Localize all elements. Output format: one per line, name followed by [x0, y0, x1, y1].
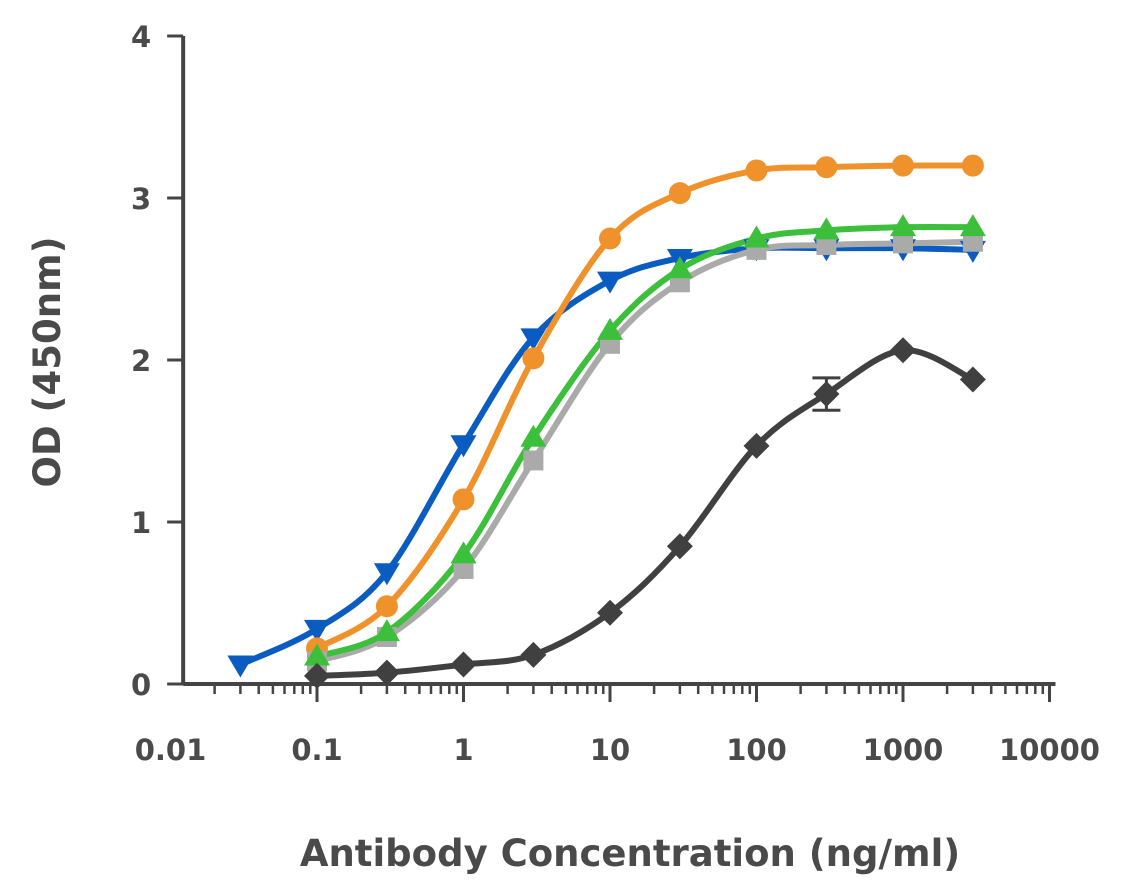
markers	[227, 154, 986, 689]
x-tick-label: 100	[726, 733, 787, 767]
x-tick-label: 1	[453, 733, 473, 767]
x-axis-label: Antibody Concentration (ng/ml)	[300, 832, 960, 875]
data-point-triangle-down	[597, 271, 623, 294]
data-point-triangle-up	[450, 541, 477, 564]
series-3-curve	[314, 223, 976, 660]
data-point-triangle-down	[520, 328, 547, 351]
x-tick-label: 10	[590, 733, 630, 767]
data-point-circle	[599, 227, 621, 250]
data-point-triangle-up	[743, 225, 770, 248]
y-tick-label: 2	[131, 344, 151, 378]
series-2-curve	[314, 238, 976, 665]
data-point-circle	[892, 154, 914, 177]
data-point-diamond	[743, 432, 770, 459]
data-point-diamond	[890, 337, 916, 364]
data-point-triangle-up	[959, 214, 986, 237]
series-1-markers	[306, 154, 984, 660]
data-point-diamond	[450, 651, 477, 678]
axes	[167, 34, 1056, 702]
series-3-markers	[304, 214, 986, 666]
data-point-diamond	[666, 533, 693, 560]
data-point-triangle-up	[304, 643, 330, 666]
data-point-circle	[961, 154, 984, 177]
data-point-triangle-up	[666, 256, 693, 279]
data-point-circle	[668, 182, 691, 205]
series-4-markers	[304, 337, 986, 689]
x-tick-label: 1000	[863, 733, 944, 767]
data-point-diamond	[959, 366, 986, 393]
series-4-curve	[314, 347, 976, 679]
data-point-circle	[375, 595, 398, 618]
data-point-circle	[522, 347, 545, 370]
data-point-diamond	[520, 641, 547, 668]
data-point-triangle-up	[597, 317, 623, 340]
data-point-diamond	[597, 599, 623, 626]
data-point-square	[453, 558, 474, 579]
data-point-triangle-up	[373, 619, 400, 642]
data-point-square	[523, 450, 544, 471]
tick-labels: 0.01 0.1 1 10 100 1000 10000 0 1 2 3 4	[131, 20, 1100, 767]
y-axis-label: OD (450nm)	[26, 237, 69, 488]
x-tick-label: 10000	[999, 733, 1100, 767]
y-tick-label: 1	[131, 506, 151, 540]
data-point-diamond	[304, 662, 330, 689]
data-point-square	[962, 231, 983, 252]
series-0-curve	[237, 244, 976, 668]
data-point-square	[816, 234, 837, 255]
data-point-triangle-down	[373, 563, 400, 586]
x-tick-label: 0.01	[135, 733, 207, 767]
x-tick-label: 0.1	[291, 733, 342, 767]
data-point-diamond	[813, 381, 840, 408]
data-point-triangle-down	[450, 435, 477, 458]
data-point-square	[893, 233, 913, 254]
data-point-triangle-up	[890, 214, 916, 237]
data-point-triangle-up	[520, 424, 547, 447]
data-point-diamond	[373, 659, 400, 686]
y-tick-label: 3	[131, 182, 151, 216]
y-tick-label: 4	[131, 20, 151, 54]
data-point-triangle-up	[813, 217, 840, 240]
series-1-curve	[314, 162, 976, 652]
y-tick-label: 0	[131, 668, 151, 702]
data-point-circle	[452, 488, 475, 511]
data-point-triangle-down	[304, 619, 330, 642]
data-point-circle	[745, 159, 768, 182]
data-point-triangle-down	[227, 655, 254, 678]
data-point-circle	[815, 156, 838, 179]
